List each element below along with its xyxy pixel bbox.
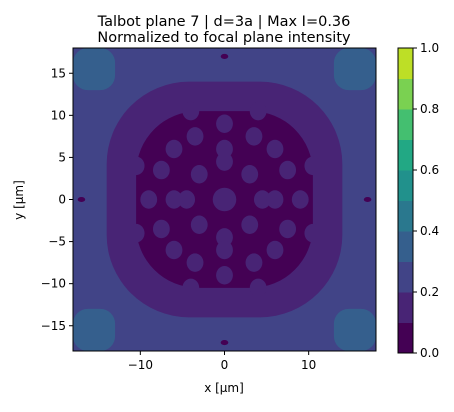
x-tick-label: 0 [221,358,229,372]
colorbar-axis: 0.0 0.2 0.4 0.6 0.8 1.0 [413,41,439,360]
contour-region-1 [73,48,116,91]
intensity-spot-19 [186,253,204,272]
intensity-spot-9 [165,190,183,209]
intensity-spot-17 [186,127,204,146]
contour-region-3 [73,308,116,351]
colorbar-tick-label: 0.8 [420,102,439,116]
colorbar-segment [398,231,413,262]
intensity-spot-13 [152,160,170,180]
intensity-spot-34 [127,223,145,243]
colorbar-tick-label: 0.2 [420,285,439,299]
intensity-spot-10 [266,190,284,209]
intensity-spot-3 [253,190,271,209]
intensity-spot-4 [178,190,196,209]
y-tick-label: 5 [58,150,66,164]
colorbar-segment [398,322,413,354]
intensity-spot-16 [279,219,297,239]
x-tick-label: −10 [128,358,153,372]
intensity-spot-22 [266,139,284,159]
intensity-spot-7 [190,215,208,235]
y-tick-label: −15 [41,319,66,333]
colorbar-segment [398,48,413,79]
colorbar-segment [398,109,413,140]
x-axis-label: x [μm] [204,381,244,395]
intensity-spot-8 [241,215,259,235]
intensity-spot-26 [216,265,233,285]
intensity-spot-33 [127,156,145,176]
intensity-spot-36 [304,223,322,243]
intensity-spot-23 [165,240,183,260]
intensity-spot-14 [152,219,170,239]
colorbar-segment [398,170,413,201]
intensity-spot-39 [77,196,86,203]
y-axis: −15 −10 −5 0 5 10 15 [41,66,73,333]
intensity-spot-11 [216,139,233,159]
intensity-spot-32 [249,278,267,298]
intensity-spot-29 [182,101,200,121]
intensity-spot-30 [249,101,267,121]
intensity-spot-40 [363,196,372,203]
intensity-spot-0 [212,187,237,212]
colorbar [397,47,414,354]
y-tick-label: 0 [58,193,66,207]
intensity-spot-37 [220,53,229,59]
colorbar-tick-label: 0.4 [420,224,439,238]
intensity-spot-18 [245,127,263,146]
colorbar-tick-label: 1.0 [420,41,439,55]
y-axis-label: y [μm] [12,180,26,220]
intensity-spot-35 [304,156,322,176]
plot-area [73,48,376,351]
x-tick-label: 10 [301,358,316,372]
y-tick-label: 15 [51,66,66,80]
contour-region-4 [333,308,376,351]
intensity-spot-20 [245,253,263,272]
intensity-spot-25 [216,114,233,134]
x-axis: −10 0 10 [128,351,316,372]
intensity-spot-31 [182,278,200,298]
colorbar-tick-label: 0.6 [420,163,439,177]
colorbar-segment [398,200,413,232]
colorbar-segment [398,292,413,323]
colorbar-segment [398,139,413,171]
colorbar-segment [398,261,413,293]
y-tick-label: −5 [48,235,66,249]
intensity-spot-21 [165,139,183,159]
chart-title-line-2: Normalized to focal plane intensity [97,30,351,46]
intensity-spot-12 [216,240,233,260]
y-tick-label: 10 [51,108,66,122]
colorbar-segment [398,78,413,110]
contour-region-2 [333,48,376,91]
y-tick-label: −10 [41,277,66,291]
intensity-spot-15 [279,160,297,180]
intensity-spot-38 [220,340,229,346]
intensity-spot-28 [291,190,309,209]
chart-title-line-1: Talbot plane 7 | d=3a | Max I=0.36 [97,14,351,30]
intensity-spot-24 [266,240,284,260]
colorbar-tick-label: 0.0 [420,346,439,360]
intensity-spot-27 [140,190,158,209]
intensity-spot-6 [241,164,259,184]
intensity-spot-5 [190,164,208,184]
colorbar-frame [397,47,414,354]
